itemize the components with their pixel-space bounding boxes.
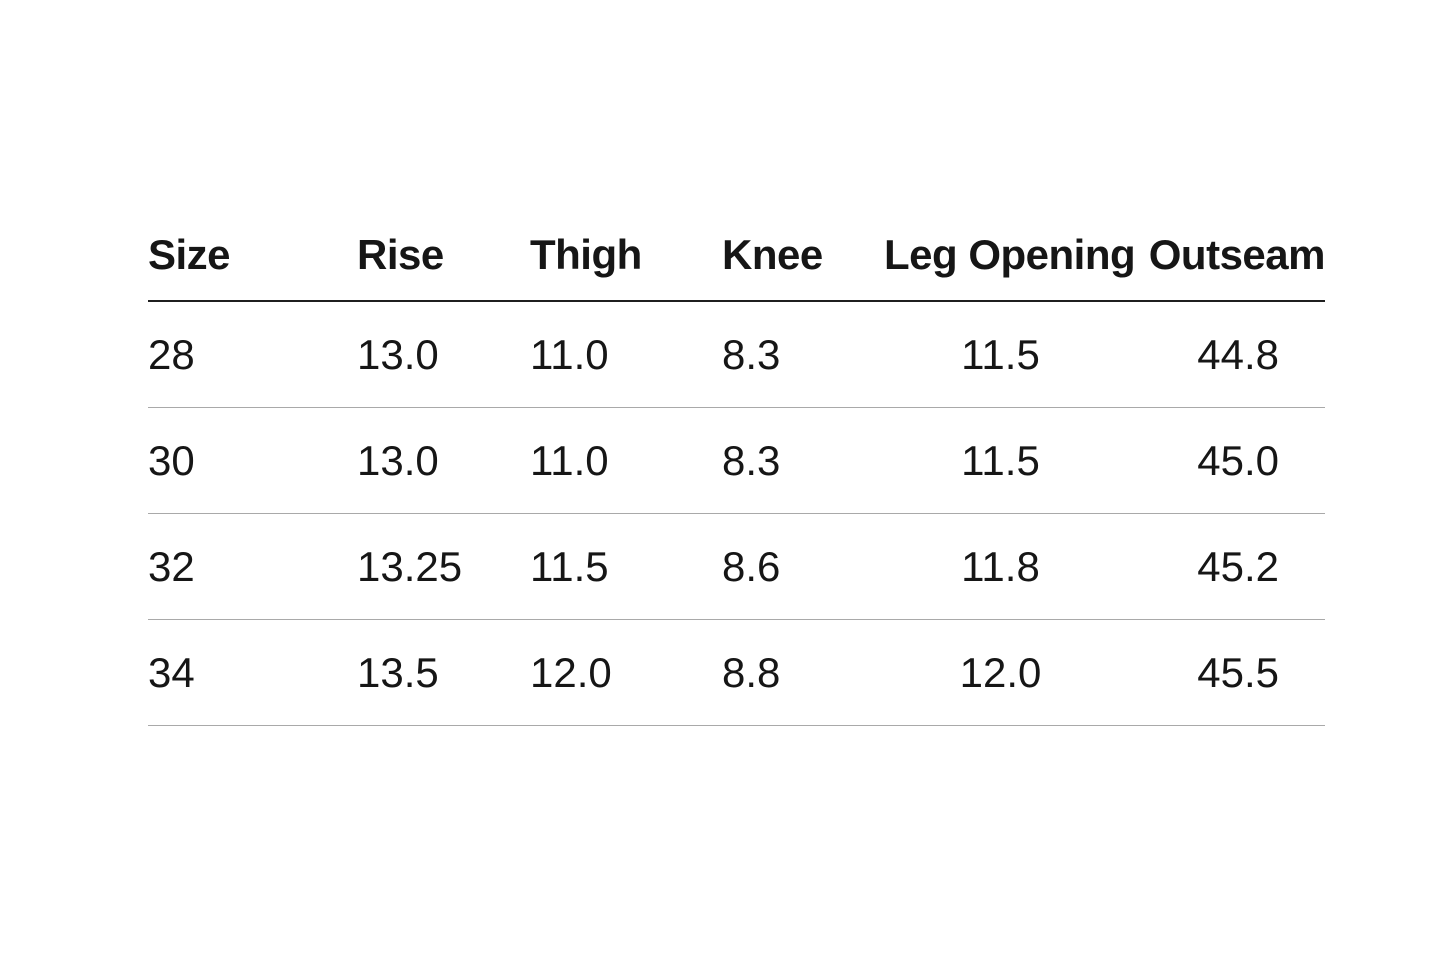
- cell-leg-opening: 12.0: [884, 619, 1117, 726]
- cell-leg-opening: 11.5: [884, 301, 1117, 408]
- cell-size: 34: [148, 619, 357, 726]
- cell-outseam: 45.5: [1117, 619, 1325, 726]
- cell-size: 28: [148, 301, 357, 408]
- cell-outseam: 45.0: [1117, 407, 1325, 514]
- table-header: Size Rise Thigh Knee Leg Opening Outseam: [148, 234, 1326, 302]
- cell-knee: 8.6: [722, 513, 884, 620]
- cell-knee: 8.3: [722, 407, 884, 514]
- cell-outseam: 44.8: [1117, 301, 1325, 408]
- cell-thigh: 11.0: [530, 407, 722, 514]
- column-header-leg-opening: Leg Opening: [884, 234, 1136, 302]
- cell-knee: 8.8: [722, 619, 884, 726]
- table-row-size-30: 30 13.0 11.0 8.3 11.5 45.0: [148, 407, 1325, 514]
- table-row-size-32: 32 13.25 11.5 8.6 11.8 45.2: [148, 513, 1325, 620]
- cell-thigh: 12.0: [530, 619, 722, 726]
- table-header-row: Size Rise Thigh Knee Leg Opening Outseam: [148, 234, 1326, 302]
- table-row-size-34: 34 13.5 12.0 8.8 12.0 45.5: [148, 619, 1325, 726]
- cell-thigh: 11.0: [530, 301, 722, 408]
- column-header-outseam: Outseam: [1117, 234, 1326, 302]
- column-header-rise: Rise: [357, 234, 530, 302]
- cell-size: 32: [148, 513, 357, 620]
- size-chart-table: Size Rise Thigh Knee Leg Opening Outseam…: [148, 234, 1326, 726]
- column-header-thigh: Thigh: [530, 234, 722, 302]
- cell-rise: 13.25: [357, 513, 530, 620]
- cell-leg-opening: 11.5: [884, 407, 1117, 514]
- cell-knee: 8.3: [722, 301, 884, 408]
- table-row-size-28: 28 13.0 11.0 8.3 11.5 44.8: [148, 301, 1325, 408]
- cell-thigh: 11.5: [530, 513, 722, 620]
- column-header-knee: Knee: [722, 234, 884, 302]
- column-header-size: Size: [148, 234, 357, 302]
- cell-outseam: 45.2: [1117, 513, 1325, 620]
- table-body: 28 13.0 11.0 8.3 11.5 44.8 30 13.0 11.0 …: [148, 301, 1325, 726]
- cell-leg-opening: 11.8: [884, 513, 1117, 620]
- cell-rise: 13.5: [357, 619, 530, 726]
- cell-size: 30: [148, 407, 357, 514]
- cell-rise: 13.0: [357, 301, 530, 408]
- cell-rise: 13.0: [357, 407, 530, 514]
